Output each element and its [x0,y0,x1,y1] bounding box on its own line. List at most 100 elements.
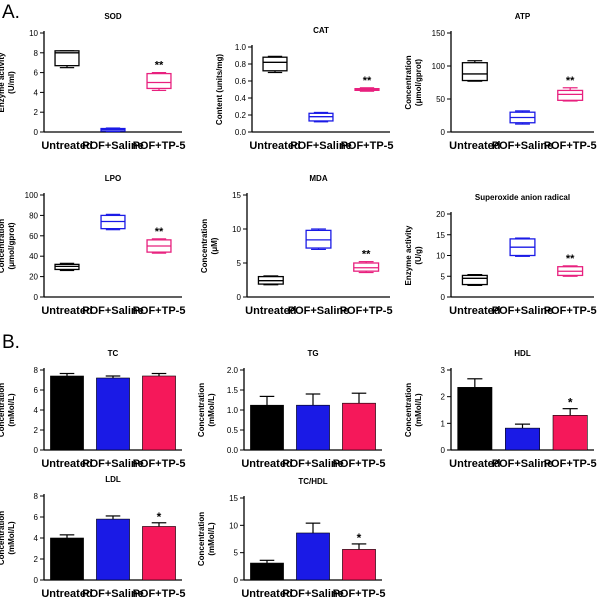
chart-1-significance: ** [363,75,372,87]
chart-0-xtick-label: POF+Saline [82,140,143,152]
chart-3-xtick-label: POF+TP-5 [133,305,186,317]
chart-9-xtick-label: POF+Saline [82,588,143,597]
chart-2-xtick-label: POF+Saline [492,140,553,152]
chart-6-xtick-label: POF+Saline [82,458,143,470]
chart-5-xtick-label: Untreated [449,305,500,317]
chart-10-xtick-label: Untreated [241,588,292,597]
chart-2-title: ATP [515,12,531,21]
chart-5-title: Superoxide anion radical [475,193,570,202]
chart-5-box-0 [461,274,488,286]
chart-10-ylabel: (mMol/L) [207,522,216,556]
chart-7-xtick-label: POF+Saline [282,458,343,470]
chart-0-ytick-label: 0 [34,128,39,137]
chart-0-xtick-label: POF+TP-5 [133,140,186,152]
chart-6-ylabel: Concentration [0,383,6,437]
chart-10-xtick-label: POF+Saline [282,588,343,597]
panel-label-b: B. [2,332,20,353]
chart-5-ytick-label: 5 [441,272,446,281]
chart-8-xtick-label: POF+TP-5 [544,458,597,470]
chart-9-ytick-label: 0 [34,576,39,585]
chart-8-bar-1 [505,427,540,451]
chart-1-ytick-label: 0.8 [235,60,247,69]
chart-3-significance: ** [155,226,164,238]
chart-4-ytick-label: 10 [232,225,241,234]
chart-4-ylabel: (μM) [210,237,219,254]
chart-9-title: LDL [105,475,121,484]
chart-1-ytick-label: 0.2 [235,111,247,120]
chart-5-significance: ** [566,253,575,265]
chart-0-ylabel: (U/ml) [7,71,16,94]
chart-9-xtick-label: POF+TP-5 [133,588,186,597]
chart-9-xtick-label: Untreated [41,588,92,597]
chart-10-ytick-label: 10 [229,521,238,530]
chart-1-ytick-label: 0.6 [235,77,247,86]
chart-3-xtick-label: POF+Saline [82,305,143,317]
chart-1-ylabel: Content (units/mg) [215,54,224,125]
chart-5-xtick-label: POF+TP-5 [544,305,597,317]
chart-8-title: HDL [514,349,531,358]
chart-3-ytick-label: 80 [29,211,38,220]
chart-10-ytick-label: 15 [229,494,238,503]
chart-9-ytick-label: 2 [34,555,39,564]
chart-4-xtick-label: Untreated [245,305,296,317]
chart-6-title: TC [108,349,119,358]
chart-7-bar-1 [296,404,330,451]
chart-0-title: SOD [104,12,122,21]
chart-8-xtick-label: POF+Saline [492,458,553,470]
chart-9-ytick-label: 6 [34,513,39,522]
panel-label-a: A. [2,2,20,23]
chart-7-ylabel: (mMol/L) [207,393,216,427]
chart-1-ytick-label: 0.4 [235,94,247,103]
chart-8-ytick-label: 2 [441,393,446,402]
chart-0-significance: ** [155,60,164,72]
chart-3-ylabel: (μmol/gprot) [7,222,16,269]
chart-8-bar-2 [552,415,588,451]
chart-4-xtick-label: POF+TP-5 [340,305,393,317]
chart-2-ytick-label: 0 [441,128,446,137]
chart-5-xtick-label: POF+Saline [492,305,553,317]
chart-10-ytick-label: 5 [234,549,239,558]
chart-4-ytick-label: 15 [232,191,241,200]
chart-9-ylabel: Concentration [0,511,6,565]
chart-6-bar-2 [142,375,176,451]
chart-1-xtick-label: POF+Saline [290,140,351,152]
chart-1-xtick-label: POF+TP-5 [341,140,394,152]
chart-4-xtick-label: POF+Saline [288,305,349,317]
chart-6-ytick-label: 8 [34,366,39,375]
chart-2-ylabel: Concentration [404,55,413,109]
chart-9-bar-2 [142,526,176,581]
chart-8-ytick-label: 1 [441,419,446,428]
chart-2-box-0 [461,62,488,82]
chart-9-bar-0 [50,537,84,581]
chart-8-ytick-label: 3 [441,366,446,375]
chart-9-significance: * [157,510,162,524]
chart-6-ytick-label: 0 [34,446,39,455]
chart-6-bar-0 [50,375,84,451]
chart-0-box-0 [54,50,80,67]
chart-8-xtick-label: Untreated [449,458,500,470]
chart-5-ylabel: (U/g) [414,246,423,265]
chart-2-significance: ** [566,75,575,87]
chart-8-ylabel: (mMol/L) [414,393,423,427]
chart-0-box-2 [146,72,172,90]
chart-9-ylabel: (mMol/L) [7,521,16,555]
chart-4-significance: ** [362,249,371,261]
chart-9-bar-1 [96,518,130,581]
chart-2-ytick-label: 50 [436,95,445,104]
chart-5-ytick-label: 10 [436,252,445,261]
chart-10-bar-1 [296,532,330,581]
chart-4-ytick-label: 0 [237,293,242,302]
chart-10-bar-0 [250,562,284,581]
chart-9-ytick-label: 4 [34,534,39,543]
chart-6-ylabel: (mMol/L) [7,393,16,427]
chart-1-title: CAT [313,26,329,35]
chart-8-significance: * [568,396,573,410]
chart-6-xtick-label: POF+TP-5 [133,458,186,470]
chart-5-ytick-label: 20 [436,210,445,219]
chart-3-ytick-label: 60 [29,232,38,241]
chart-3-xtick-label: Untreated [41,305,92,317]
chart-3-ytick-label: 40 [29,252,38,261]
chart-6-ytick-label: 6 [34,386,39,395]
chart-7-ylabel: Concentration [197,383,206,437]
